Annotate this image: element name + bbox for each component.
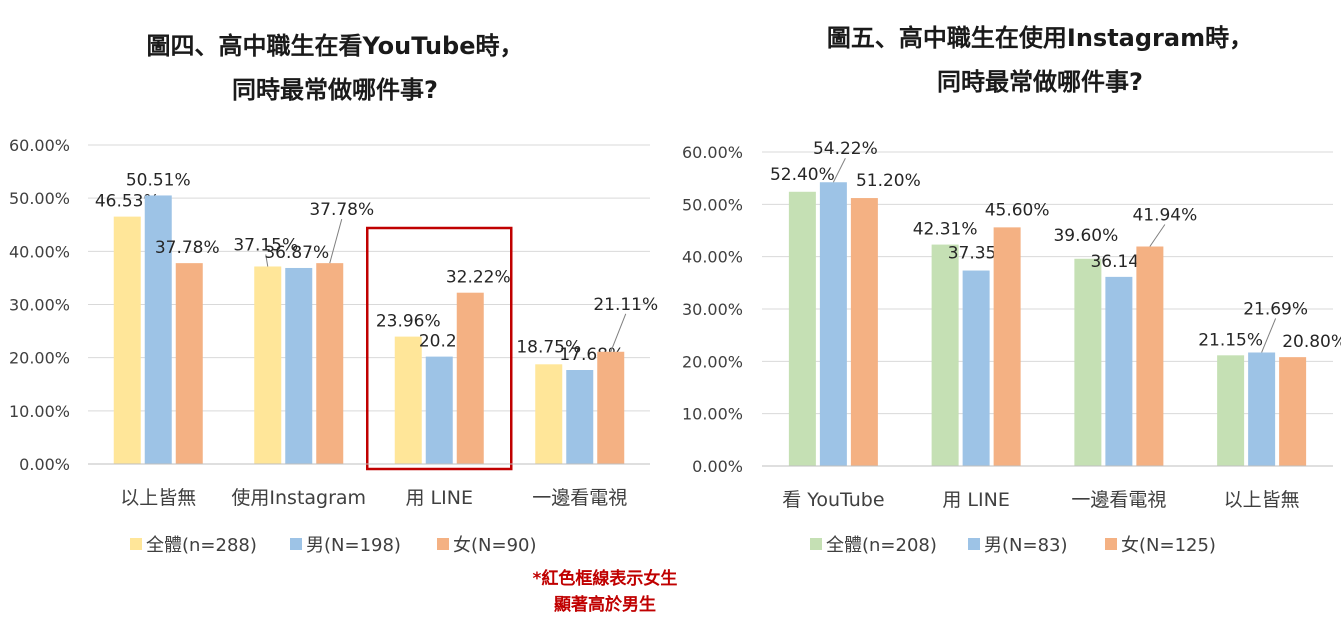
note-line1: *紅色框線表示女生: [532, 569, 678, 589]
chart1-legend-label: 全體(n=288): [146, 535, 257, 556]
chart1-bar: [285, 267, 313, 464]
chart2-title-line1: 圖五、高中職生在使用Instagram時，: [826, 24, 1254, 52]
chart1-data-label: 18.75%: [516, 337, 581, 357]
chart2-legend-swatch: [968, 538, 980, 550]
chart2-data-label: 20.80%: [1282, 332, 1341, 352]
chart1-bar: [254, 266, 282, 464]
chart1-xtick-label: 使用Instagram: [231, 487, 366, 509]
chart1-legend-label: 男(N=198): [306, 535, 401, 556]
chart1-ytick-label: 30.00%: [9, 296, 70, 315]
chart2-data-label: 21.15%: [1198, 330, 1263, 350]
chart2-bar: [993, 227, 1021, 466]
chart1-label-leader: [265, 254, 269, 267]
note-line2: 顯著高於男生: [554, 595, 656, 615]
chart2-legend-label: 女(N=125): [1121, 535, 1216, 556]
chart2-ytick-label: 20.00%: [682, 352, 743, 371]
chart2-xtick-label: 看 YouTube: [782, 489, 884, 511]
chart1-highlight-box: [366, 226, 513, 471]
chart2-label-leader: [1149, 224, 1166, 247]
chart2-data-label: 51.20%: [856, 171, 921, 191]
chart2-legend-swatch: [810, 538, 822, 550]
chart1-data-label: 37.78%: [309, 200, 374, 220]
chart2-bar: [1217, 355, 1245, 466]
chart2-label-leader: [1261, 318, 1277, 353]
chart2-label-leader: [832, 158, 846, 183]
chart2-legend-swatch: [1105, 538, 1117, 550]
chart2-bar: [819, 182, 847, 467]
chart1-data-label: 37.15%: [233, 235, 298, 255]
chart2-bar: [1074, 258, 1102, 466]
chart1-bar: [113, 216, 141, 464]
chart2-xtick-label: 一邊看電視: [1071, 489, 1166, 511]
chart2-data-label: 21.69%: [1243, 299, 1308, 319]
chart1-title: 圖四、高中職生在看YouTube時， 同時最常做哪件事?: [60, 24, 610, 112]
chart1-ytick-label: 60.00%: [9, 136, 70, 155]
chart1-legend-label: 女(N=90): [453, 535, 537, 556]
chart2-data-label: 45.60%: [985, 200, 1050, 220]
chart2-legend-label: 男(N=83): [984, 535, 1068, 556]
chart2-data-label: 41.94%: [1132, 206, 1197, 226]
chart1-data-label: 23.96%: [376, 312, 441, 332]
chart1-ytick-label: 0.00%: [19, 455, 70, 474]
chart1-data-label: 36.87%: [264, 243, 329, 263]
chart1-xtick-label: 一邊看電視: [532, 487, 627, 509]
chart2-bar: [850, 198, 878, 466]
chart2-bar: [1136, 246, 1164, 466]
chart2-data-label: 54.22%: [813, 139, 878, 159]
chart1-legend-swatch: [130, 538, 142, 550]
chart1-bar: [394, 336, 422, 464]
chart1-ytick-label: 10.00%: [9, 402, 70, 421]
chart1-bar: [566, 370, 594, 464]
chart1-bar: [175, 263, 203, 464]
chart1-label-leader: [610, 313, 627, 352]
chart1-bar: [425, 356, 453, 464]
chart1-data-label: 46.53%: [95, 192, 160, 212]
chart2-bar: [931, 244, 959, 466]
chart1-data-label: 32.22%: [446, 268, 511, 288]
chart1-label-leader: [329, 219, 343, 264]
chart1-title-line2: 同時最常做哪件事?: [232, 76, 438, 104]
chart1-bar: [456, 292, 484, 464]
chart1-data-label: 50.51%: [126, 170, 191, 190]
significance-note: *紅色框線表示女生 顯著高於男生: [480, 566, 730, 618]
chart1-title-line1: 圖四、高中職生在看YouTube時，: [146, 32, 524, 60]
chart2-ytick-label: 40.00%: [682, 248, 743, 267]
chart1-ytick-label: 40.00%: [9, 242, 70, 261]
chart2-data-label: 52.40%: [770, 165, 835, 185]
chart1-bar: [597, 351, 625, 464]
chart1-data-label: 37.78%: [155, 238, 220, 258]
chart2-xtick-label: 用 LINE: [942, 489, 1009, 511]
chart1-data-label: 21.11%: [593, 295, 658, 315]
chart1-ytick-label: 20.00%: [9, 349, 70, 368]
chart2-title-line2: 同時最常做哪件事?: [937, 68, 1143, 96]
chart2-ytick-label: 30.00%: [682, 300, 743, 319]
chart2-title: 圖五、高中職生在使用Instagram時， 同時最常做哪件事?: [750, 16, 1330, 104]
chart2-ytick-label: 50.00%: [682, 195, 743, 214]
chart2-legend-label: 全體(n=208): [826, 535, 937, 556]
chart1-xtick-label: 以上皆無: [120, 487, 196, 509]
chart1-legend-swatch: [290, 538, 302, 550]
chart2-xtick-label: 以上皆無: [1224, 489, 1300, 511]
chart2-data-label: 39.60%: [1053, 226, 1118, 246]
chart2-bar: [1105, 276, 1133, 466]
chart1-bar: [535, 364, 563, 464]
chart2-data-label: 42.31%: [913, 220, 978, 240]
chart1-xtick-label: 用 LINE: [406, 487, 473, 509]
chart2-ytick-label: 10.00%: [682, 405, 743, 424]
chart1-legend-swatch: [437, 538, 449, 550]
chart2-bar: [1279, 357, 1307, 466]
chart1-bar: [316, 263, 344, 464]
chart2-bar: [1248, 352, 1276, 466]
chart2-ytick-label: 0.00%: [692, 457, 743, 476]
chart1-bar: [144, 195, 172, 464]
chart1-ytick-label: 50.00%: [9, 189, 70, 208]
chart2-bar: [962, 270, 990, 466]
chart2-bar: [788, 191, 816, 467]
chart2-ytick-label: 60.00%: [682, 143, 743, 162]
